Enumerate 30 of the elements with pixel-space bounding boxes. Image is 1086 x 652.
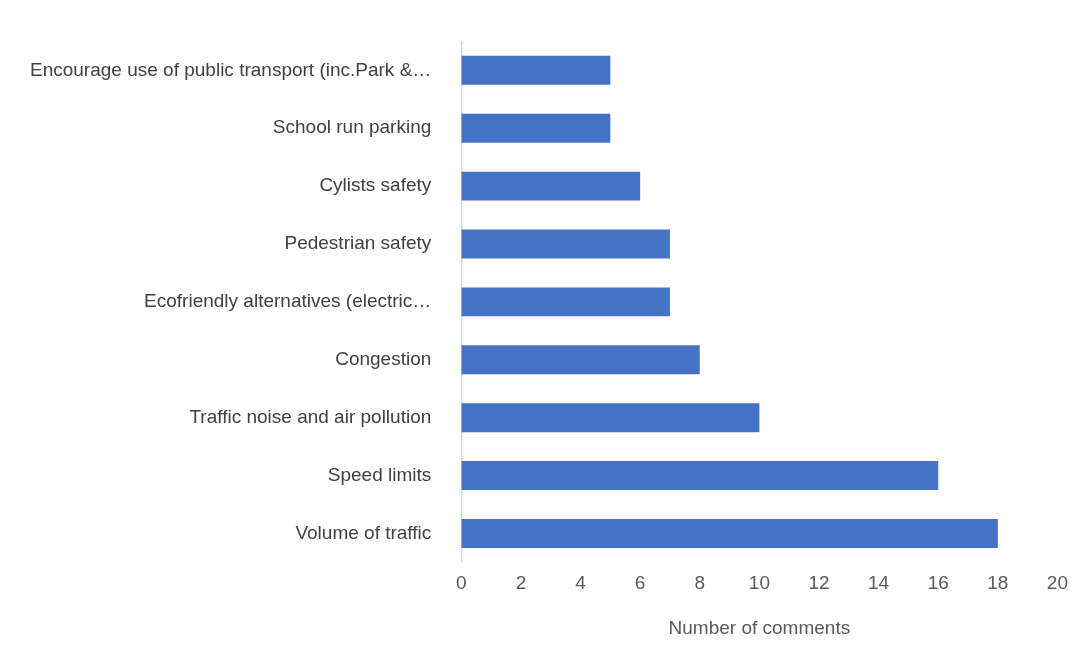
y-tick-label: School run parking bbox=[272, 116, 432, 138]
x-tick-label: 10 bbox=[748, 572, 770, 594]
bar bbox=[461, 229, 670, 259]
y-tick-label: Encourage use of public transport (inc.Park &… bbox=[30, 58, 432, 80]
y-tick-label: Traffic noise and air pollution bbox=[189, 405, 432, 427]
bar bbox=[461, 403, 760, 433]
bar bbox=[461, 113, 611, 143]
bar bbox=[461, 171, 641, 201]
y-tick-label: Pedestrian safety bbox=[284, 232, 432, 254]
bar bbox=[461, 55, 611, 85]
y-tick-label: Congestion bbox=[335, 348, 432, 370]
bar bbox=[461, 461, 939, 491]
y-tick-label: Ecofriendly alternatives (electric… bbox=[144, 290, 432, 312]
x-tick-label: 20 bbox=[1046, 572, 1068, 594]
bar bbox=[461, 287, 670, 317]
x-tick-label: 8 bbox=[694, 572, 706, 594]
x-tick-label: 0 bbox=[456, 572, 467, 594]
bar bbox=[461, 345, 700, 375]
y-tick-label: Cylists safety bbox=[319, 174, 432, 196]
x-axis-title: Number of comments bbox=[668, 616, 851, 638]
x-tick-label: 4 bbox=[575, 572, 587, 594]
x-tick-label: 18 bbox=[987, 572, 1009, 594]
y-tick-label: Volume of traffic bbox=[295, 521, 432, 543]
y-tick-label: Speed limits bbox=[327, 463, 432, 485]
x-tick-label: 2 bbox=[515, 572, 527, 594]
x-tick-label: 6 bbox=[634, 572, 646, 594]
bar bbox=[461, 518, 998, 548]
x-tick-label: 14 bbox=[868, 572, 890, 594]
x-tick-label: 12 bbox=[808, 572, 830, 594]
x-tick-label: 16 bbox=[927, 572, 949, 594]
